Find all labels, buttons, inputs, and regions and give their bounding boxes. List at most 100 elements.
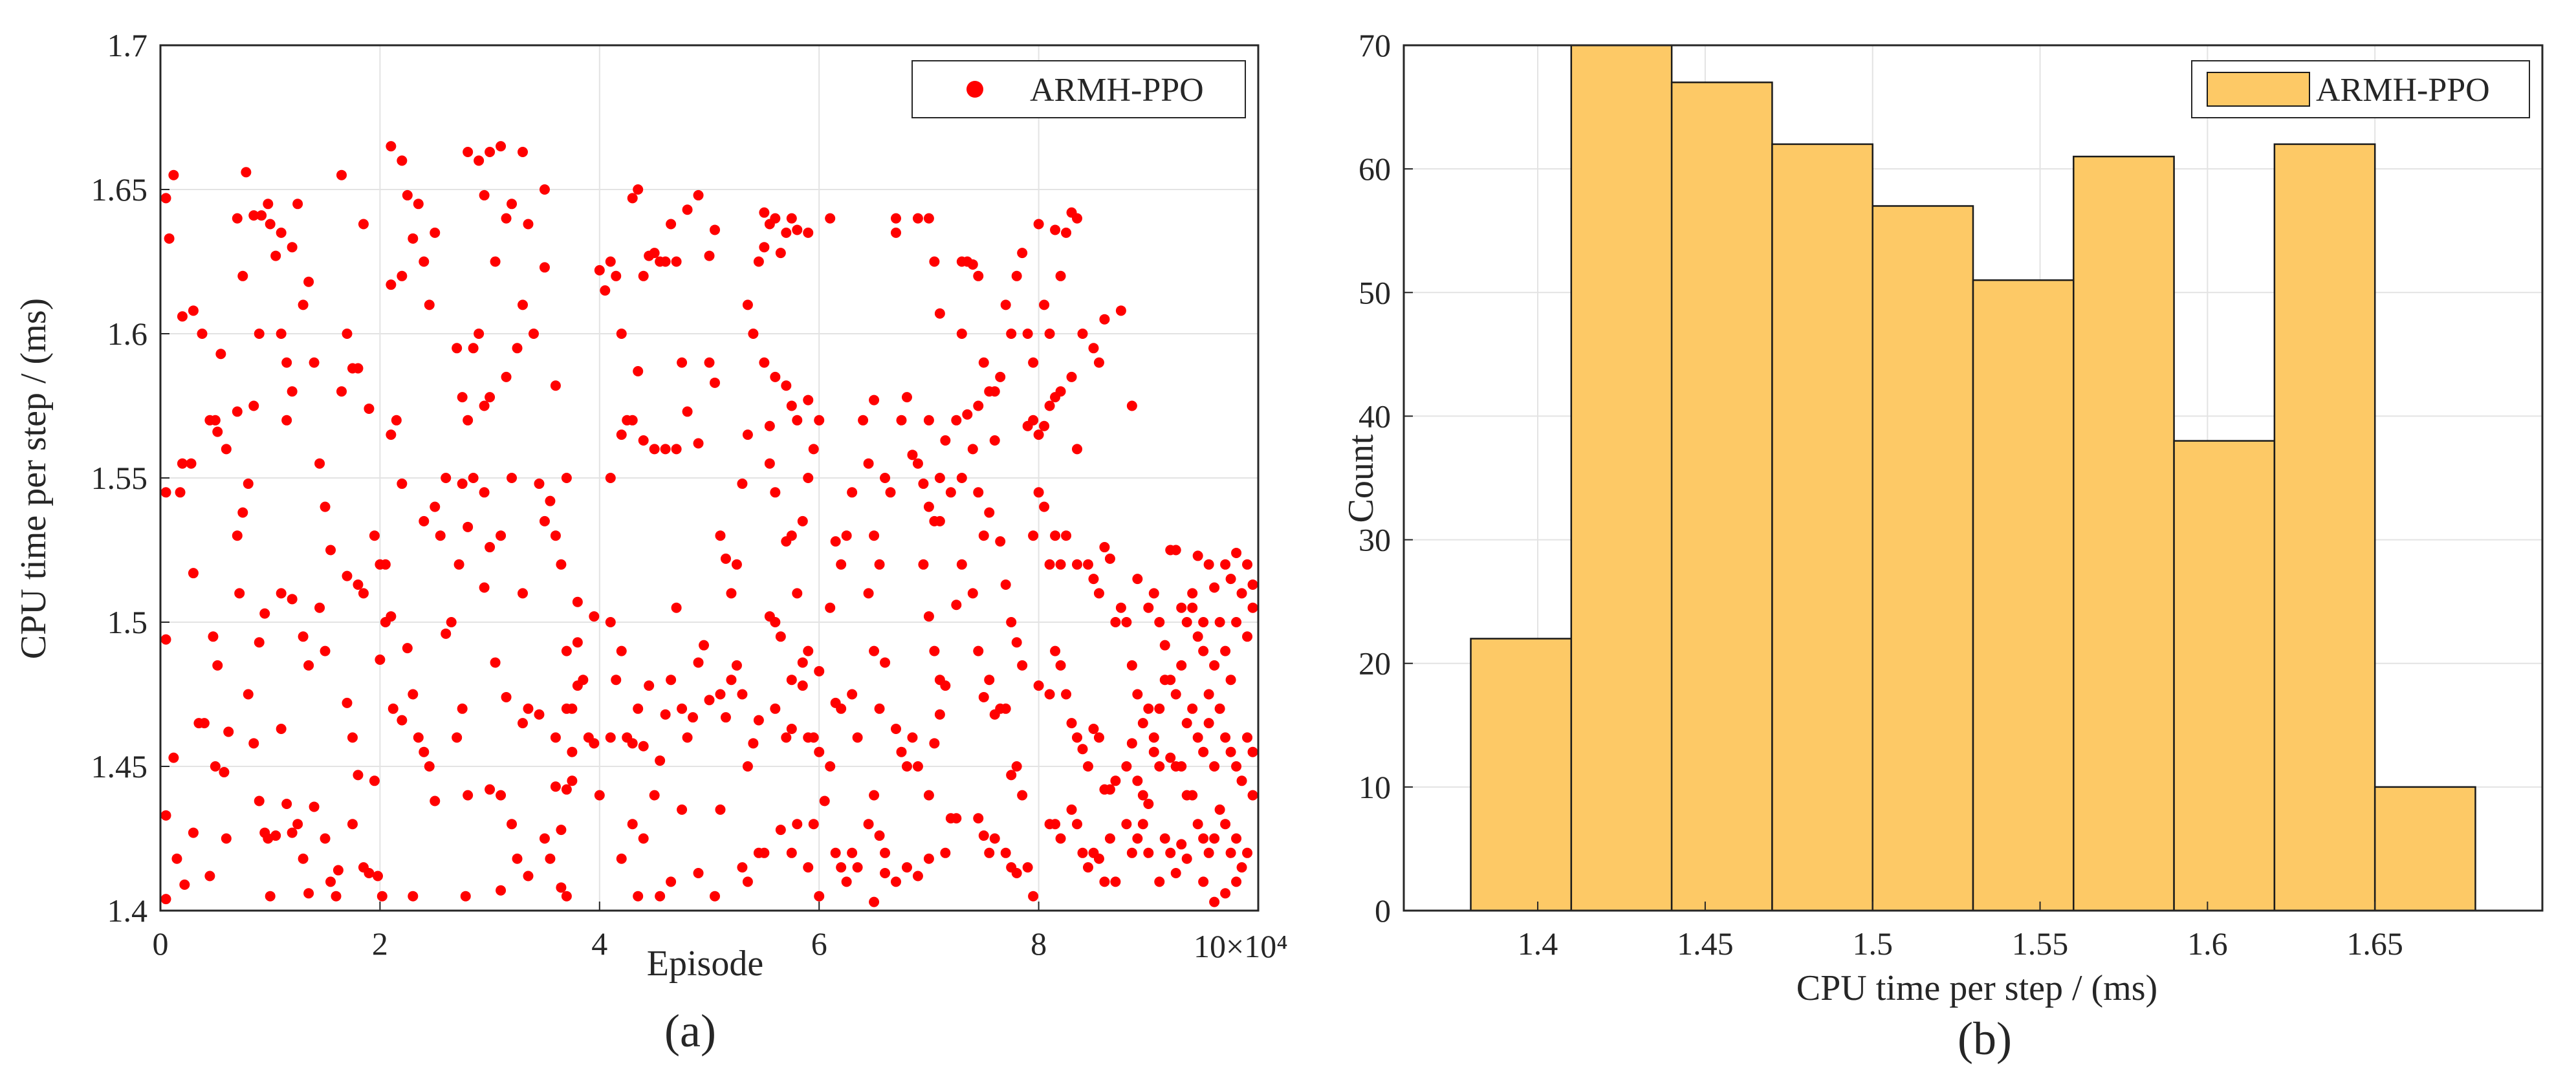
scatter-point (254, 329, 265, 339)
scatter-point (775, 248, 786, 259)
scatter-point (485, 147, 496, 158)
scatter-point (759, 242, 770, 253)
scatter-points (160, 141, 1258, 907)
scatter-point (1093, 357, 1104, 368)
scatter-point (1220, 732, 1231, 743)
scatter-point (677, 703, 688, 714)
scatter-point (413, 199, 424, 210)
scatter-point (528, 329, 539, 339)
scatter-point (1050, 224, 1061, 235)
scatter-point (1011, 868, 1022, 879)
scatter-point (248, 400, 259, 411)
scatter-point (726, 675, 737, 686)
scatter-point (688, 712, 699, 723)
scatter-point (276, 588, 287, 599)
scatter-point (907, 732, 918, 743)
scatter-point (1071, 732, 1082, 743)
scatter-point (858, 415, 869, 426)
histogram-bar (2173, 440, 2276, 912)
scatter-point (539, 184, 550, 195)
scatter-point (276, 227, 287, 238)
scatter-point (1231, 547, 1242, 558)
scatter-point (254, 795, 265, 806)
scatter-point (1165, 847, 1176, 858)
scatter-point (1247, 746, 1258, 757)
scatter-point (1137, 819, 1148, 830)
scatter-point (160, 810, 171, 821)
scatter-point (666, 675, 677, 686)
scatter-point (408, 233, 419, 244)
scatter-point (781, 227, 792, 238)
scatter-point (589, 611, 600, 622)
scatter-point (160, 634, 171, 645)
scatter-point (1192, 732, 1203, 743)
scatter-point (556, 825, 567, 836)
scatter-point (561, 703, 572, 714)
scatter-point (797, 680, 808, 691)
scatter-point (241, 167, 252, 178)
scatter-point (934, 308, 945, 319)
scatter-point (1006, 770, 1017, 781)
scatter-point (1132, 775, 1143, 786)
scatter-point (753, 256, 764, 267)
scatter-point (929, 645, 940, 656)
scatter-point (742, 761, 753, 772)
scatter-point (918, 478, 929, 489)
scatter-point (786, 400, 797, 411)
histogram-x-axis-label: CPU time per step / (ms) (1796, 968, 2157, 1008)
scatter-point (605, 473, 616, 483)
scatter-point (256, 210, 267, 221)
scatter-point (984, 675, 995, 686)
scatter-point (1203, 559, 1214, 570)
scatter-point (320, 833, 331, 844)
scatter-point (901, 862, 912, 873)
scatter-point (1093, 853, 1104, 864)
scatter-point (956, 559, 967, 570)
scatter-point (808, 819, 819, 830)
scatter-point (978, 530, 989, 541)
scatter-point (523, 703, 534, 714)
scatter-point (320, 501, 331, 512)
scatter-point (825, 213, 836, 224)
scatter-point (638, 741, 649, 752)
scatter-point (929, 738, 940, 749)
scatter-point (1121, 761, 1132, 772)
scatter-point (1055, 660, 1066, 671)
scatter-point (973, 645, 984, 656)
scatter-point (463, 415, 474, 426)
scatter-point (561, 784, 572, 795)
scatter-point (901, 761, 912, 772)
scatter-point (967, 444, 978, 455)
scatter-point (347, 732, 358, 743)
scatter-point (160, 487, 171, 498)
scatter-point (237, 270, 248, 281)
histogram-bar (1872, 205, 1974, 912)
scatter-point (1209, 582, 1220, 593)
scatter-point (907, 449, 918, 460)
scatter-point (699, 640, 710, 651)
scatter-point (298, 853, 309, 864)
scatter-point (1033, 680, 1044, 691)
scatter-point (1170, 868, 1181, 879)
scatter-point (380, 559, 391, 570)
scatter-point (852, 862, 863, 873)
scatter-point (1082, 559, 1093, 570)
scatter-point (485, 392, 496, 403)
scatter-point (792, 224, 803, 235)
scatter-point (973, 487, 984, 498)
scatter-point (715, 530, 726, 541)
scatter-point (693, 868, 704, 879)
scatter-point (364, 868, 375, 879)
scatter-point (1176, 602, 1187, 613)
scatter-point (1044, 400, 1055, 411)
scatter-point (424, 761, 435, 772)
scatter-point (1176, 761, 1187, 772)
histogram-x-tick-label: 1.4 (1518, 925, 1558, 962)
scatter-point (1126, 738, 1137, 749)
scatter-point (496, 885, 507, 896)
scatter-legend-marker (966, 81, 983, 98)
scatter-point (1110, 876, 1121, 887)
scatter-point (594, 790, 605, 801)
scatter-point (479, 582, 490, 593)
